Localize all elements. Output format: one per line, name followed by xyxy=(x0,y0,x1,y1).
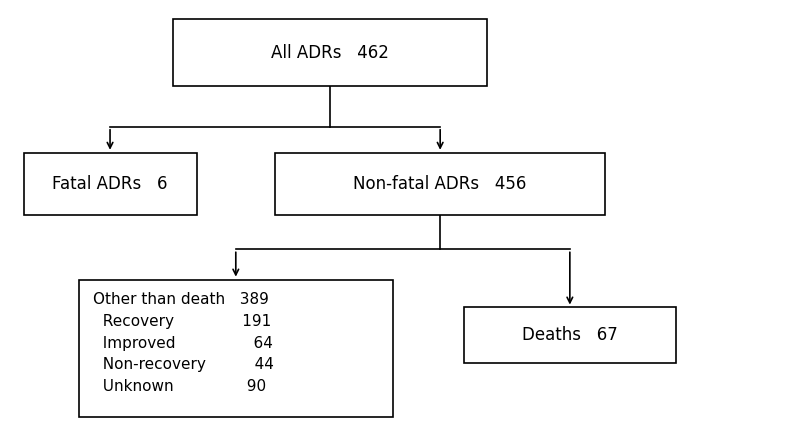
FancyBboxPatch shape xyxy=(464,307,676,363)
Text: Non-fatal ADRs   456: Non-fatal ADRs 456 xyxy=(354,175,527,193)
Text: Fatal ADRs   6: Fatal ADRs 6 xyxy=(53,175,167,193)
FancyBboxPatch shape xyxy=(24,153,196,215)
FancyBboxPatch shape xyxy=(173,19,487,86)
Text: All ADRs   462: All ADRs 462 xyxy=(271,44,389,61)
Text: Deaths   67: Deaths 67 xyxy=(522,326,618,344)
Text: Other than death   389
  Recovery              191
  Improved                64
: Other than death 389 Recovery 191 Improv… xyxy=(93,292,274,394)
FancyBboxPatch shape xyxy=(275,153,605,215)
FancyBboxPatch shape xyxy=(79,280,393,417)
